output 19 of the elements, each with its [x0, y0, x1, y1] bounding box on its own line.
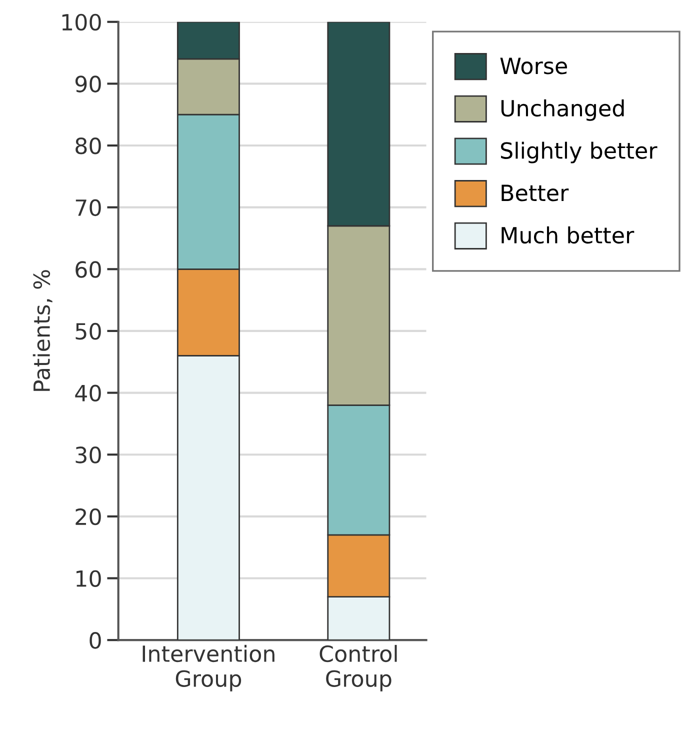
- y-tick-label: 70: [76, 199, 101, 216]
- x-tick-label: Intervention Group: [142, 644, 274, 692]
- x-tick-label: Control Group: [320, 644, 397, 692]
- y-tick-label: 30: [76, 446, 101, 464]
- y-tick-label: 0: [90, 632, 101, 649]
- y-axis-title: Patients, %: [32, 270, 52, 391]
- y-tick-label: 20: [76, 508, 101, 526]
- y-tick-label: 80: [76, 137, 101, 154]
- y-tick-label: 100: [62, 14, 101, 31]
- legend-label: Better: [502, 184, 569, 202]
- y-tick-label: 10: [76, 570, 101, 587]
- y-tick-label: 60: [76, 261, 101, 278]
- legend-label: Slightly better: [500, 142, 658, 164]
- legend-label: Unchanged: [501, 99, 624, 121]
- y-tick-label: 50: [76, 322, 101, 340]
- legend-label: Much better: [502, 226, 634, 244]
- legend-label: Worse: [500, 58, 567, 74]
- y-tick-label: 90: [75, 76, 101, 92]
- y-tick-label: 40: [75, 384, 101, 402]
